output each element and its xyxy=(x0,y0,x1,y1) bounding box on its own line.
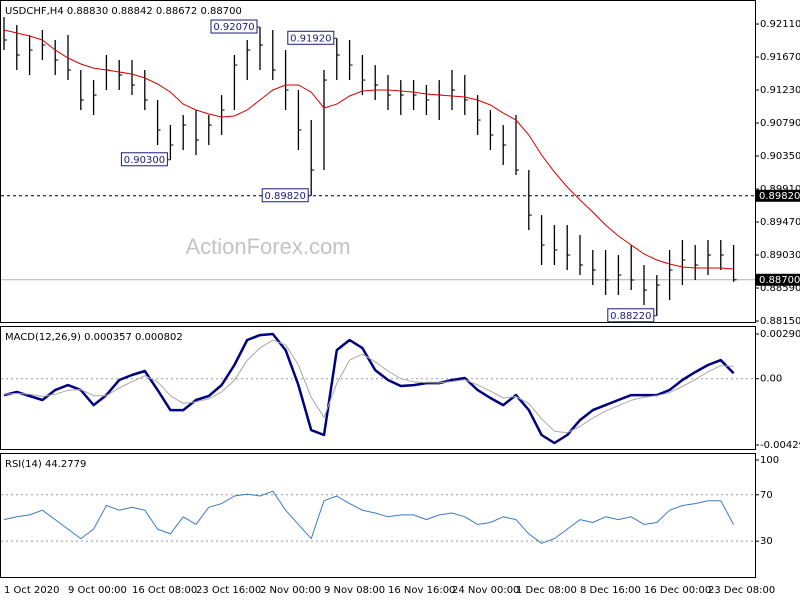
x-tick-label: 1 Oct 2020 xyxy=(4,585,59,596)
x-tick-label: 23 Oct 16:00 xyxy=(196,585,261,596)
y-tick-label: 0.00 xyxy=(760,374,782,385)
watermark: ActionForex.com xyxy=(185,234,350,259)
annotation-label: 0.89820 xyxy=(265,191,306,202)
indicator-line xyxy=(3,490,735,544)
x-tick-label: 9 Nov 08:00 xyxy=(324,585,385,596)
x-tick-label: 16 Dec 00:00 xyxy=(644,585,711,596)
x-tick-label: 2 Nov 00:00 xyxy=(260,585,321,596)
level-price-box xyxy=(756,273,800,286)
moving-average xyxy=(3,29,734,270)
indicator-line xyxy=(3,332,735,445)
macd-title: MACD(12,26,9) 0.000357 0.000802 xyxy=(5,332,183,343)
x-tick-label: 24 Nov 00:00 xyxy=(452,585,519,596)
annotation-box xyxy=(287,30,335,45)
chart-title: USDCHF,H4 0.88830 0.88842 0.88672 0.8870… xyxy=(5,6,242,17)
annotation-label: 0.90300 xyxy=(124,155,165,166)
x-tick-label: 23 Dec 08:00 xyxy=(708,585,775,596)
y-tick-label: 0.88150 xyxy=(760,316,800,327)
indicator-line xyxy=(3,339,734,434)
annotation-label: 0.88220 xyxy=(610,311,651,322)
rsi-title: RSI(14) 44.2779 xyxy=(5,459,86,470)
y-tick-label: 70 xyxy=(760,490,773,501)
over-layer: 0.92070 0.91920 0.90300 0.89820 0.88220 0.898… xyxy=(120,19,800,323)
y-tick-label: 0.91230 xyxy=(760,85,800,96)
macd-panel-frame xyxy=(0,326,756,450)
x-tick-label: 1 Dec 08:00 xyxy=(516,585,577,596)
level-price-label: 0.88700 xyxy=(759,275,800,286)
y-tick-label: 0.92110 xyxy=(760,19,800,30)
x-tick-label: 8 Dec 16:00 xyxy=(580,585,641,596)
y-tick-label: 0.91670 xyxy=(760,52,800,63)
annotation-box xyxy=(210,19,258,34)
y-tick-label: 0.90350 xyxy=(760,151,800,162)
rsi-panel-frame xyxy=(0,453,756,578)
annotation-box xyxy=(120,152,168,167)
y-tick-label: 0.89910 xyxy=(760,184,800,195)
y-tick-label: -0.004297 xyxy=(760,440,800,451)
y-tick-label: 100 xyxy=(760,455,779,466)
x-tick-label: 9 Oct 00:00 xyxy=(68,585,127,596)
level-price-label: 0.89820 xyxy=(759,191,800,202)
y-tick-label: 0.88590 xyxy=(760,283,800,294)
annotation-box xyxy=(261,188,309,203)
y-tick-label: 0.002902 xyxy=(760,329,800,340)
y-tick-label: 0.89470 xyxy=(760,217,800,228)
y-tick-label: 30 xyxy=(760,536,773,547)
under-layer: ActionForex.com xyxy=(1,195,755,542)
x-tick-label: 16 Nov 16:00 xyxy=(388,585,455,596)
x-tick-label: 16 Oct 08:00 xyxy=(132,585,197,596)
price-panel-frame xyxy=(0,0,756,323)
annotation-label: 0.91920 xyxy=(290,33,331,44)
annotation-box xyxy=(607,308,655,323)
y-tick-label: 0.89030 xyxy=(760,250,800,261)
annotation-label: 0.92070 xyxy=(213,22,254,33)
y-tick-label: 0.90790 xyxy=(760,118,800,129)
level-price-box xyxy=(756,189,800,202)
